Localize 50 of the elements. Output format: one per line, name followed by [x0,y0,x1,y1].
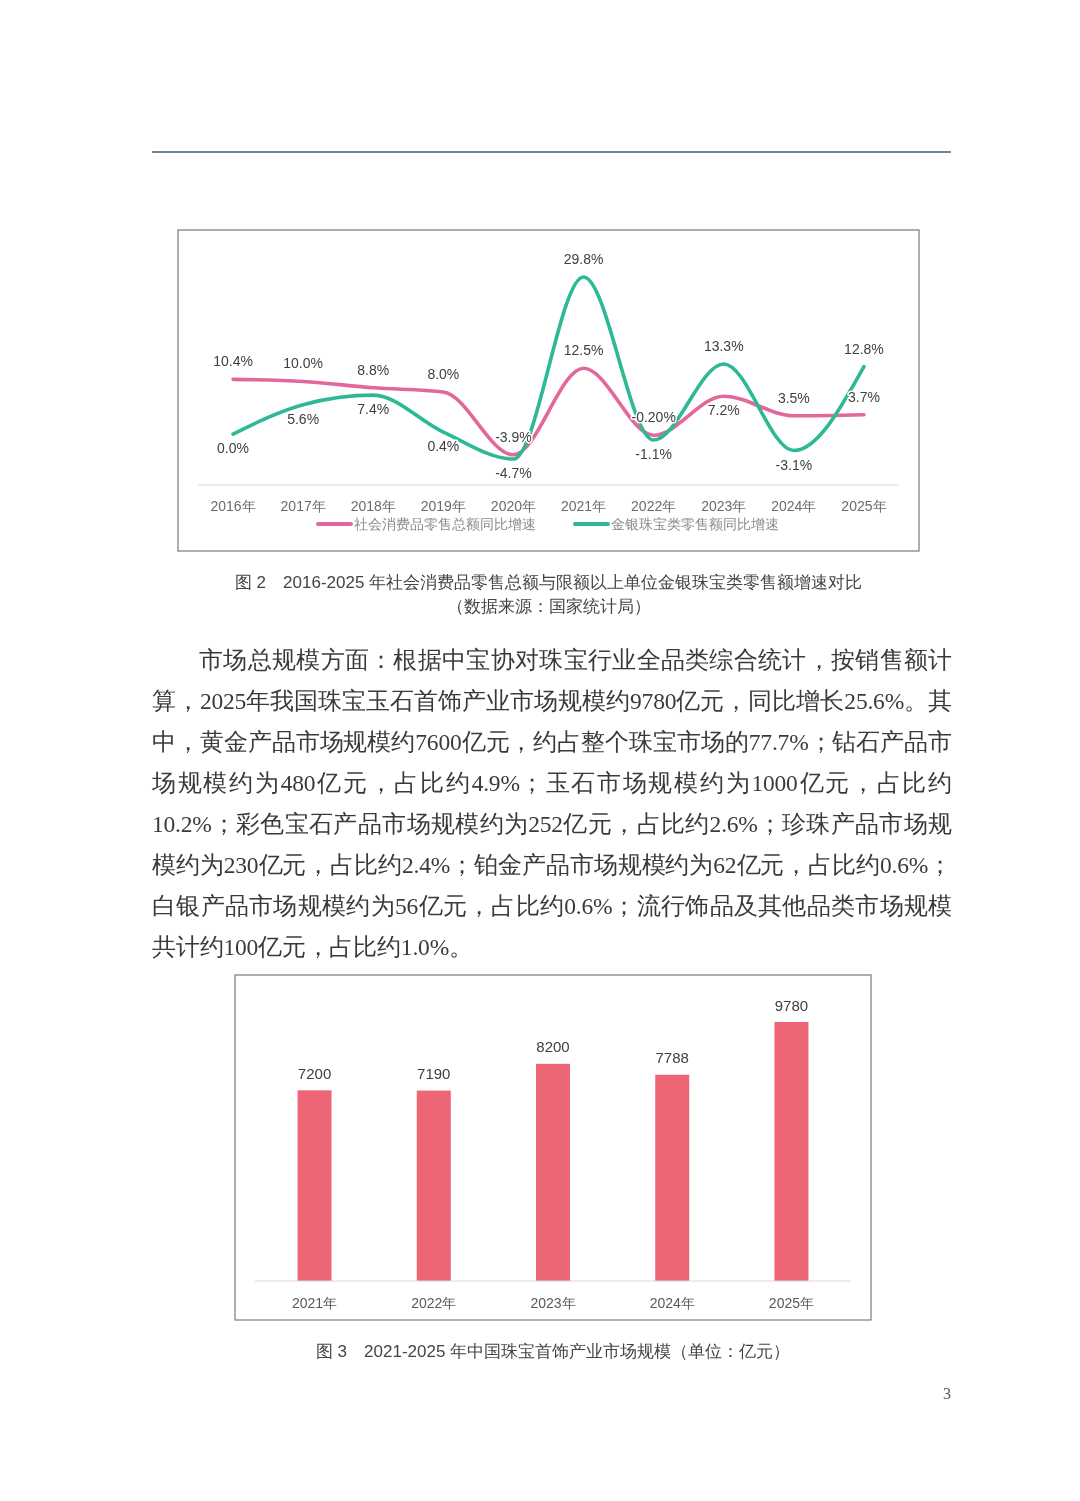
bar [655,1074,690,1281]
x-tick-label: 2024年 [771,498,817,514]
bar [774,1022,809,1281]
text: 图 2 2016-2025 年社会消费品零售总额与限额以上单位金银珠宝类零售额增速对比 [234,572,863,592]
data-label: 13.3% [703,338,744,355]
data-label: 7190 [417,1065,451,1083]
x-tick-label: 2021年 [291,1295,338,1311]
data-label: 12.5% [563,342,604,359]
bar [416,1090,451,1281]
text: 3 [943,1384,951,1402]
x-tick-label: 2016年 [210,498,256,514]
text: （数据来源：国家统计局） [446,596,651,616]
x-tick-label: 2017年 [280,498,326,514]
data-label: 8200 [536,1038,570,1056]
data-label: 3.5% [777,389,810,406]
text: 市场总规模方面：根据中宝协对珠宝行业全品类综合统计，按销售额计算，2025年我国珠宝玉石首饰产业市场规模约9780亿元，同比增长25.6%。其中，黄金产品市场规模约7600亿元，约占整个珠宝市场的77.7%；钻石产品市场规模约为480亿元，占比约4.9%；玉石市场规模约为1000亿元，占比约10.2%；彩色宝石产品市场规模约为252亿元，占比约2.6%；珍珠产品市场规模约为230亿元，占比约2.4%；铂金产品市场规模约为62亿元，占比约0.6%；白银产品市场规模约为56亿元，占比约0.6%；流行饰品及其他品类市场规模共计约100亿元，占比约1.0%。 [152,646,952,962]
x-tick-label: 2024年 [649,1295,695,1311]
x-tick-label: 2020年 [490,498,537,514]
data-label: 7788 [655,1049,689,1067]
bar [297,1090,332,1281]
x-tick-label: 2025年 [841,498,887,514]
data-label: 10.0% [283,355,323,372]
data-label: 0.4% [427,438,460,455]
x-tick-label: 2021年 [560,498,607,514]
x-tick-label: 2022年 [411,1295,457,1311]
data-label: 29.8% [563,251,604,267]
data-label: 3.7% [847,388,880,405]
data-label: 7.2% [707,402,740,419]
legend-label: 金银珠宝类零售额同比增速 [611,516,779,532]
data-label: 8.0% [427,366,460,382]
data-label: 9780 [774,996,809,1014]
data-label: -3.1% [775,456,813,473]
bar [536,1063,570,1281]
x-tick-label: 2025年 [768,1295,815,1311]
data-label: -4.7% [495,465,532,481]
data-label: 5.6% [287,410,320,427]
data-label: 7200 [297,1064,332,1082]
data-label: 0.0% [217,440,250,457]
data-label: 7.4% [357,401,390,418]
x-tick-label: 2023年 [701,498,747,514]
x-tick-label: 2019年 [420,498,466,514]
data-label: 12.8% [844,340,884,357]
x-tick-label: 2022年 [631,498,677,514]
x-tick-label: 2023年 [530,1295,576,1311]
legend-label: 社会消费品零售总额同比增速 [354,516,536,532]
data-label: -1.1% [635,446,672,463]
data-label: 10.4% [213,353,253,370]
data-label: 8.8% [357,361,390,378]
x-tick-label: 2018年 [350,498,396,514]
text: 图 3 2021-2025 年中国珠宝首饰产业市场规模（单位：亿元） [315,1341,791,1361]
